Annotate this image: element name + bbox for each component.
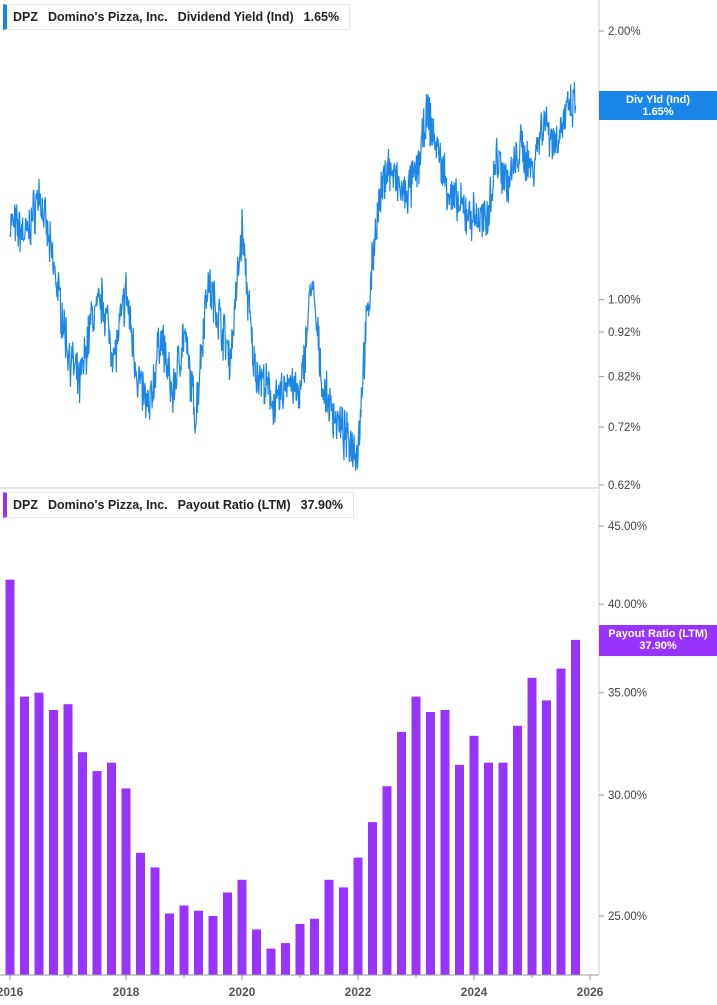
- y-tick-label: 2.00%: [608, 26, 641, 38]
- y-tick-label: 30.00%: [608, 790, 647, 802]
- payout-ratio-bar: [92, 771, 102, 975]
- payout-ratio-series: [5, 579, 580, 975]
- payout-ratio-bar: [5, 579, 15, 975]
- dividend-yield-series: [9, 82, 577, 471]
- payout-ratio-bar: [542, 700, 551, 975]
- payout-ratio-bar: [513, 725, 522, 975]
- legend-company: Domino's Pizza, Inc.: [48, 498, 168, 512]
- payout-ratio-legend: DPZ Domino's Pizza, Inc. Payout Ratio (L…: [3, 492, 355, 518]
- legend-company: Domino's Pizza, Inc.: [48, 10, 168, 24]
- y-tick-label: 1.00%: [608, 295, 641, 307]
- dividend-yield-legend: DPZ Domino's Pizza, Inc. Dividend Yield …: [3, 4, 351, 30]
- payout-ratio-axis: 45.00% 40.00% 35.00% 30.00% 25.00%: [598, 488, 647, 975]
- legend-metric: Dividend Yield (Ind): [177, 10, 294, 24]
- payout-ratio-bar: [324, 879, 334, 975]
- flag-value: 1.65%: [642, 106, 674, 118]
- payout-ratio-bar: [484, 762, 493, 975]
- legend-metric: Payout Ratio (LTM): [177, 498, 291, 512]
- payout-ratio-bar: [556, 668, 566, 975]
- payout-ratio-bar: [353, 857, 363, 975]
- payout-ratio-bar: [165, 913, 174, 975]
- time-axis: 2016 2018 2020 2022 2024 2026: [0, 974, 604, 999]
- payout-ratio-bar: [411, 696, 421, 975]
- payout-ratio-bar: [266, 948, 276, 975]
- legend-ticker: DPZ: [13, 10, 38, 24]
- payout-ratio-bar: [527, 677, 537, 975]
- payout-ratio-bar: [252, 929, 261, 975]
- payout-ratio-bar: [281, 943, 290, 975]
- payout-ratio-bar: [20, 696, 29, 975]
- x-tick-label: 2016: [0, 985, 24, 999]
- y-tick-label: 0.72%: [608, 422, 641, 434]
- y-tick-label: 0.82%: [608, 372, 641, 384]
- payout-ratio-value-flag: Payout Ratio (LTM) 37.90%: [599, 625, 717, 656]
- payout-ratio-bar: [455, 764, 464, 975]
- x-tick-label: 2018: [113, 985, 140, 999]
- dividend-yield-axis: 2.00% 1.00% 0.92% 0.82% 0.72% 0.62%: [598, 0, 641, 492]
- payout-ratio-bar: [440, 710, 450, 975]
- payout-ratio-bar: [121, 788, 131, 975]
- payout-ratio-bar: [339, 887, 348, 975]
- payout-ratio-bar: [136, 852, 145, 975]
- payout-ratio-bar: [49, 710, 58, 975]
- payout-ratio-bar: [208, 916, 218, 975]
- legend-value: 1.65%: [303, 10, 340, 24]
- y-tick-label: 35.00%: [608, 688, 647, 700]
- payout-ratio-bar: [179, 905, 189, 975]
- flag-label: Div Yld (Ind): [626, 94, 690, 106]
- payout-ratio-bar: [223, 892, 232, 975]
- payout-ratio-bar: [78, 752, 87, 975]
- flag-label: Payout Ratio (LTM): [608, 628, 708, 640]
- y-tick-label: 25.00%: [608, 911, 647, 923]
- x-tick-label: 2020: [229, 985, 256, 999]
- y-tick-label: 40.00%: [608, 599, 647, 611]
- payout-ratio-bar: [498, 762, 508, 975]
- legend-value: 37.90%: [300, 498, 344, 512]
- payout-ratio-bar: [150, 867, 160, 975]
- payout-ratio-bar: [368, 822, 377, 975]
- y-tick-label: 0.92%: [608, 327, 641, 339]
- payout-ratio-bar: [237, 879, 247, 975]
- x-tick-label: 2024: [461, 985, 488, 999]
- payout-ratio-bar: [426, 712, 435, 975]
- payout-ratio-bar: [63, 704, 73, 975]
- payout-ratio-bar: [295, 924, 305, 975]
- payout-ratio-bar: [571, 639, 580, 975]
- payout-ratio-bar: [34, 692, 44, 975]
- payout-ratio-bar: [469, 735, 479, 975]
- y-tick-label: 0.62%: [608, 480, 641, 492]
- payout-ratio-bar: [310, 918, 319, 975]
- payout-ratio-bar: [107, 762, 116, 975]
- payout-ratio-bar: [397, 731, 406, 975]
- y-tick-label: 45.00%: [608, 521, 647, 533]
- flag-value: 37.90%: [639, 640, 677, 652]
- x-tick-label: 2022: [345, 985, 372, 999]
- dividend-yield-line: [9, 82, 577, 471]
- payout-ratio-bar: [194, 910, 203, 975]
- x-tick-label: 2026: [577, 985, 604, 999]
- payout-ratio-bar: [382, 786, 392, 975]
- legend-ticker: DPZ: [13, 498, 38, 512]
- dividend-yield-value-flag: Div Yld (Ind) 1.65%: [599, 91, 717, 120]
